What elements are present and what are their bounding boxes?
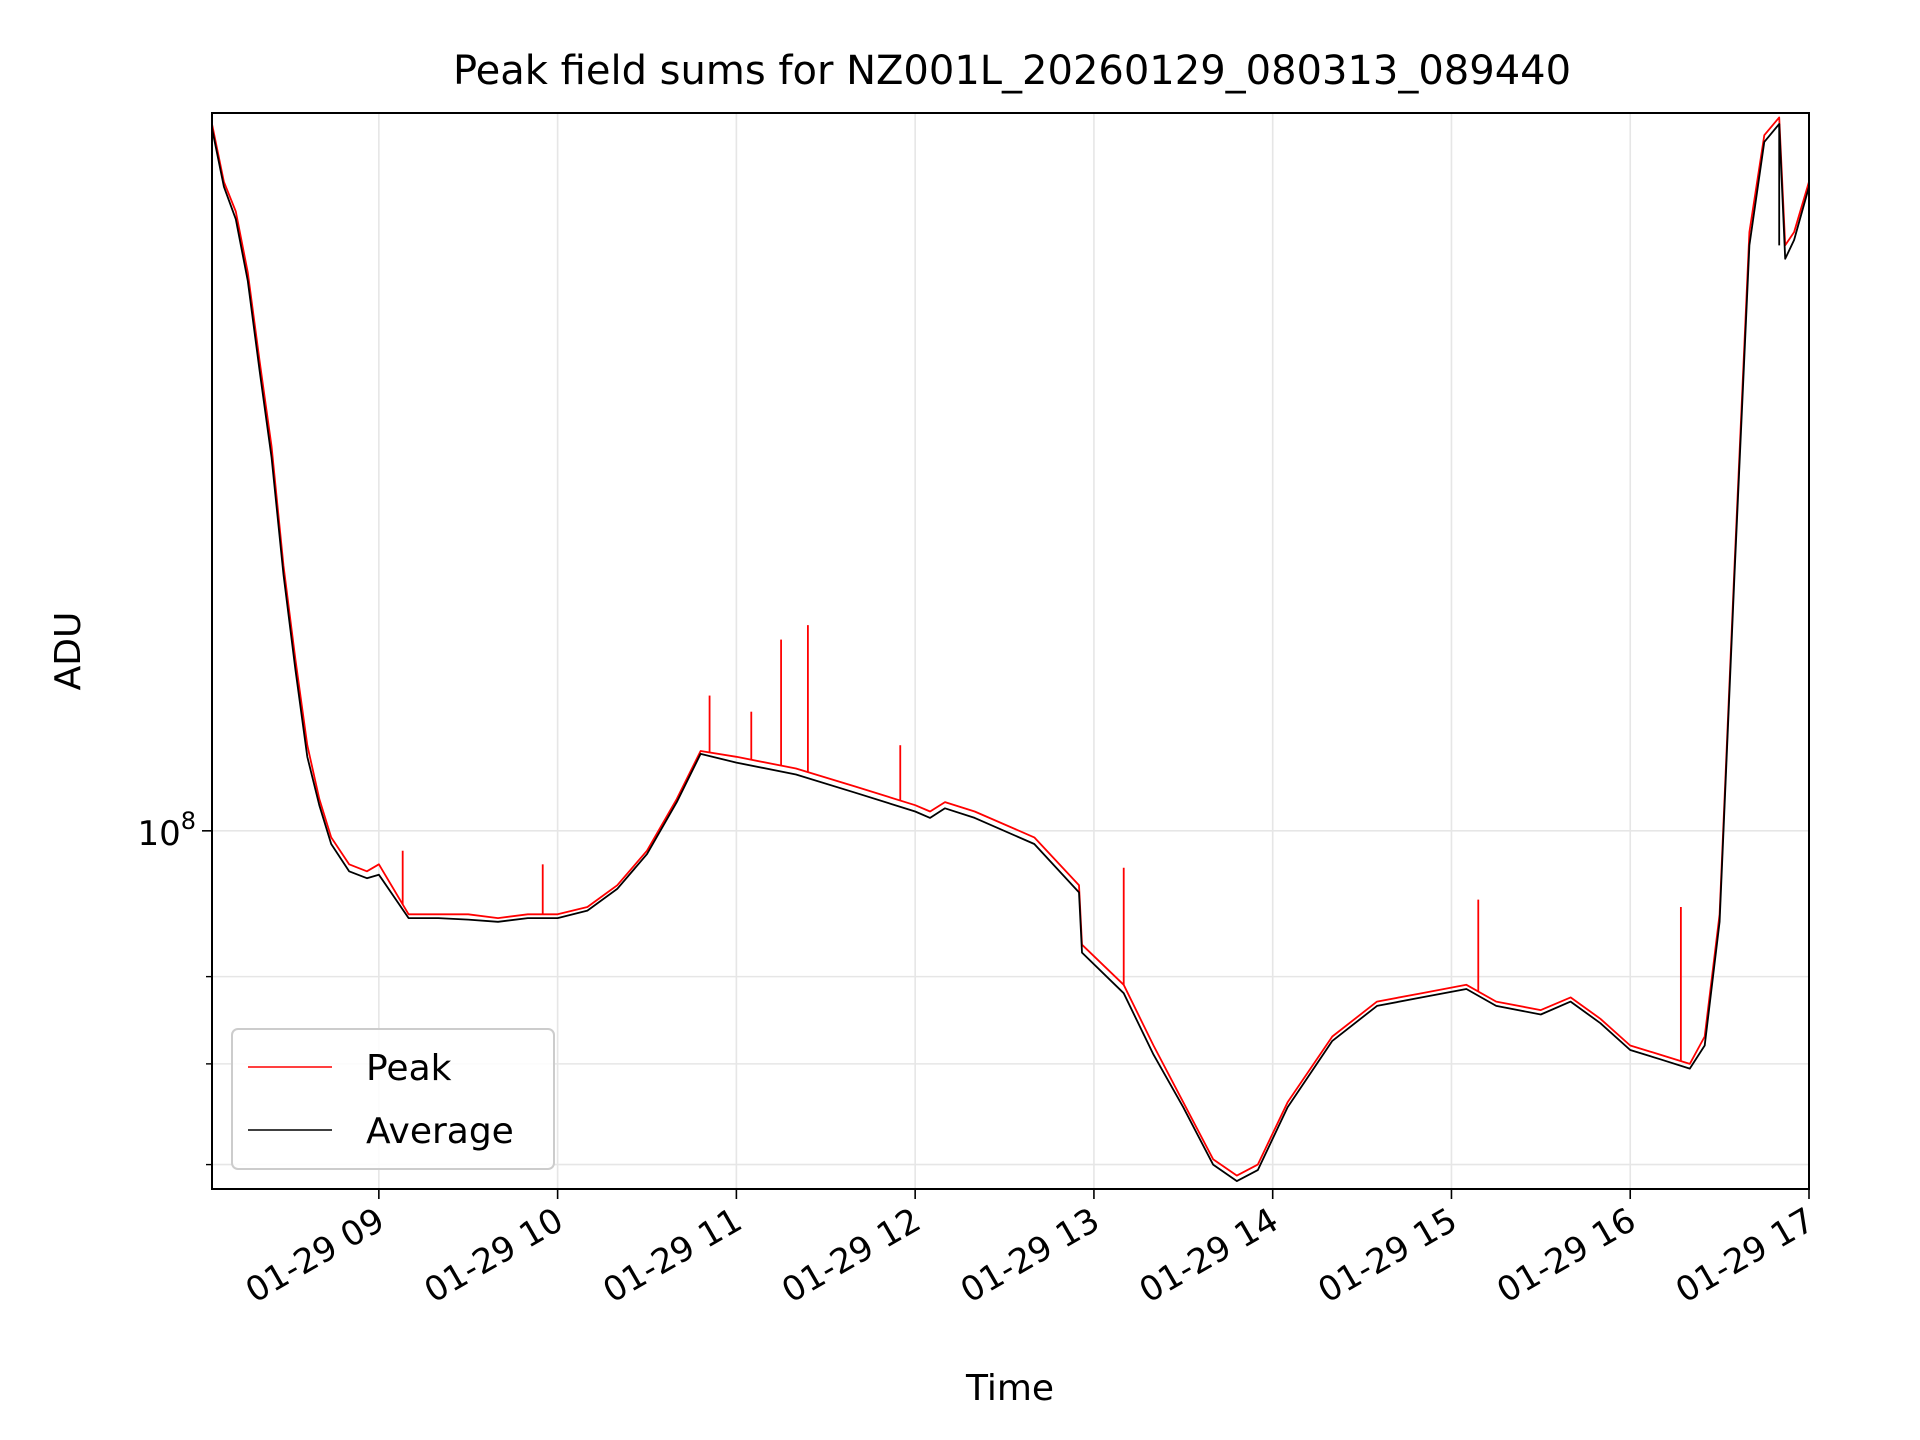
y-axis-label: ADU (48, 612, 89, 691)
series-lines (211, 116, 1810, 1182)
series-line-average (211, 123, 1810, 1182)
series-line-peak (211, 116, 1810, 1177)
plot-frame (211, 112, 1810, 1190)
legend-label-average: Average (366, 1111, 514, 1152)
chart-title: Peak field sums for NZ001L_20260129_0803… (453, 48, 1571, 94)
legend-label-peak: Peak (366, 1048, 452, 1089)
legend-box (231, 1028, 555, 1170)
x-axis-label: Time (965, 1368, 1054, 1409)
legend: Peak Average (231, 1028, 555, 1170)
